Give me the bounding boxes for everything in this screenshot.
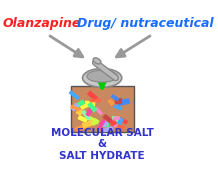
FancyBboxPatch shape bbox=[117, 124, 125, 129]
FancyBboxPatch shape bbox=[80, 101, 92, 110]
FancyBboxPatch shape bbox=[87, 91, 98, 101]
FancyBboxPatch shape bbox=[75, 123, 88, 132]
FancyBboxPatch shape bbox=[70, 105, 80, 112]
FancyBboxPatch shape bbox=[118, 117, 128, 125]
FancyBboxPatch shape bbox=[76, 108, 83, 116]
FancyBboxPatch shape bbox=[95, 107, 103, 115]
FancyBboxPatch shape bbox=[109, 118, 119, 128]
FancyBboxPatch shape bbox=[78, 115, 88, 123]
FancyBboxPatch shape bbox=[71, 86, 134, 132]
FancyBboxPatch shape bbox=[109, 119, 117, 126]
FancyBboxPatch shape bbox=[81, 110, 91, 121]
FancyBboxPatch shape bbox=[103, 126, 113, 132]
FancyBboxPatch shape bbox=[82, 120, 95, 128]
Text: Olanzapine: Olanzapine bbox=[3, 17, 81, 30]
FancyBboxPatch shape bbox=[71, 103, 79, 112]
FancyBboxPatch shape bbox=[117, 98, 130, 106]
FancyBboxPatch shape bbox=[101, 122, 109, 127]
FancyBboxPatch shape bbox=[102, 114, 113, 123]
Text: Drug/ nutraceutical: Drug/ nutraceutical bbox=[77, 17, 214, 30]
FancyBboxPatch shape bbox=[69, 90, 80, 100]
FancyBboxPatch shape bbox=[73, 99, 85, 109]
FancyBboxPatch shape bbox=[101, 120, 109, 128]
Ellipse shape bbox=[87, 70, 118, 82]
FancyBboxPatch shape bbox=[89, 99, 101, 102]
FancyBboxPatch shape bbox=[97, 119, 106, 130]
FancyBboxPatch shape bbox=[107, 99, 115, 106]
FancyBboxPatch shape bbox=[87, 102, 97, 112]
Ellipse shape bbox=[83, 69, 122, 87]
FancyBboxPatch shape bbox=[114, 105, 122, 111]
FancyBboxPatch shape bbox=[115, 98, 122, 104]
FancyBboxPatch shape bbox=[117, 117, 124, 125]
Ellipse shape bbox=[93, 58, 101, 64]
FancyBboxPatch shape bbox=[85, 101, 95, 107]
FancyBboxPatch shape bbox=[91, 118, 99, 126]
FancyBboxPatch shape bbox=[87, 116, 99, 125]
FancyBboxPatch shape bbox=[111, 94, 119, 101]
FancyBboxPatch shape bbox=[112, 116, 119, 122]
FancyBboxPatch shape bbox=[85, 106, 95, 117]
FancyBboxPatch shape bbox=[113, 116, 120, 121]
Text: MOLECULAR SALT
&
SALT HYDRATE: MOLECULAR SALT & SALT HYDRATE bbox=[51, 128, 153, 161]
